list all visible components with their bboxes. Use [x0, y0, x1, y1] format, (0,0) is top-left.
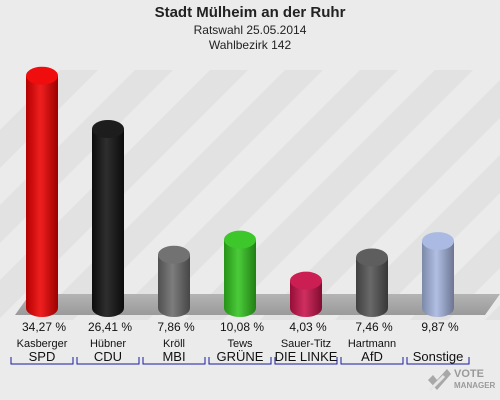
- bar-cdu: [92, 119, 124, 317]
- background-stripe: [260, 80, 500, 320]
- party-label: Sonstige: [413, 349, 464, 364]
- value-label: 7,86 %: [157, 320, 195, 334]
- bar-body: [92, 128, 124, 317]
- logo-line-2: MANAGER: [454, 381, 496, 390]
- value-label: 34,27 %: [22, 320, 66, 334]
- value-label: 9,87 %: [421, 320, 459, 334]
- bar-body: [422, 241, 454, 317]
- bar-afd: [356, 248, 388, 317]
- party-bracket: [340, 357, 404, 365]
- bar-top: [92, 119, 124, 138]
- party-bracket: [10, 357, 74, 365]
- party-bracket: [274, 357, 338, 365]
- bar-sonstige: [422, 232, 454, 317]
- party-label: CDU: [94, 349, 122, 364]
- party-bracket: [406, 357, 470, 365]
- party-label: SPD: [29, 349, 56, 364]
- chart-subtitle: Ratswahl 25.05.2014: [193, 23, 307, 37]
- check-mark-icon: [428, 369, 451, 392]
- candidate-label: Kröll: [163, 338, 185, 350]
- chart-title: Stadt Mülheim an der Ruhr: [154, 4, 346, 21]
- bar-spd: [26, 66, 58, 317]
- bar-top: [224, 230, 256, 249]
- bar-die-linke: [290, 271, 322, 317]
- background-stripe: [185, 70, 473, 320]
- bar-top: [422, 232, 454, 251]
- bar-body: [290, 280, 322, 317]
- bar-gr-ne: [224, 230, 256, 317]
- value-label: 7,46 %: [355, 320, 393, 334]
- chart-district: Wahlbezirk 142: [208, 38, 292, 52]
- bar-body: [26, 75, 58, 317]
- party-bracket: [208, 357, 272, 365]
- bar-body: [158, 254, 190, 317]
- bar-top: [158, 245, 190, 264]
- vote-manager-logo: VOTE MANAGER: [424, 366, 498, 396]
- candidate-label: Kasberger: [17, 338, 68, 350]
- candidate-label: Hübner: [90, 338, 126, 350]
- party-label: DIE LINKE: [275, 349, 338, 364]
- party-bracket: [142, 357, 206, 365]
- bar-top: [356, 248, 388, 267]
- bar-top: [290, 271, 322, 290]
- logo-line-1: VOTE: [454, 368, 484, 380]
- candidate-label: Hartmann: [348, 338, 396, 350]
- party-label: AfD: [361, 349, 383, 364]
- party-bracket: [76, 357, 140, 365]
- background-stripe: [485, 305, 500, 320]
- value-label: 26,41 %: [88, 320, 132, 334]
- candidate-label: Sauer-Titz: [281, 338, 331, 350]
- party-label: MBI: [162, 349, 185, 364]
- bar-mbi: [158, 245, 190, 317]
- bar-body: [224, 239, 256, 317]
- value-label: 4,03 %: [289, 320, 327, 334]
- party-label: GRÜNE: [217, 349, 264, 364]
- candidate-label: Tews: [227, 338, 253, 350]
- logo-text: VOTE MANAGER: [454, 369, 495, 391]
- bar-top: [26, 66, 58, 85]
- bar-body: [356, 257, 388, 317]
- value-label: 10,08 %: [220, 320, 264, 334]
